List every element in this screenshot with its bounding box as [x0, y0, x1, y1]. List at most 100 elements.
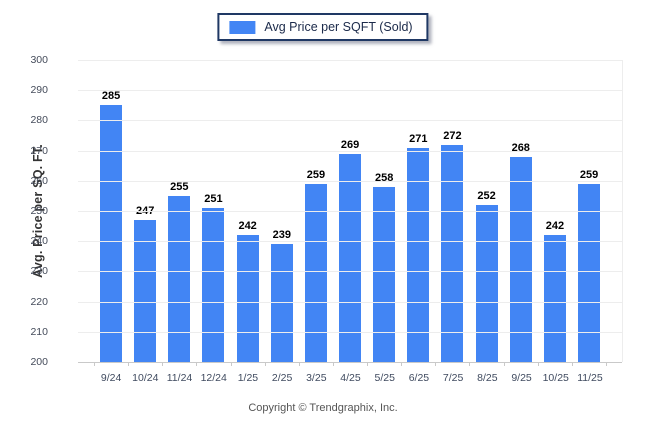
- bar-value-label: 255: [170, 180, 189, 193]
- gridline: [78, 331, 622, 333]
- y-tick-label: 260: [30, 174, 48, 187]
- x-axis-tick: [367, 362, 369, 366]
- bar-value-label: 269: [340, 138, 360, 151]
- x-axis-tick: [196, 362, 198, 366]
- x-axis-tick: [435, 362, 437, 366]
- bar-11/24: [168, 195, 191, 362]
- bar-value-label: 258: [375, 171, 394, 184]
- y-tick-label: 300: [30, 54, 48, 66]
- bar-slot: 271: [401, 60, 435, 362]
- bar-value-label: 242: [545, 220, 565, 233]
- x-tick-label: 9/25: [511, 372, 532, 384]
- y-tick-label: 200: [30, 356, 48, 368]
- bar-slot: 242: [538, 60, 572, 362]
- x-axis-tick: [401, 362, 403, 366]
- x-axis-tick: [503, 362, 505, 366]
- legend: Avg Price per SQFT (Sold): [217, 13, 429, 41]
- x-tick-label: 10/24: [132, 372, 159, 384]
- legend-swatch-icon: [229, 20, 256, 34]
- x-axis-ticks: [94, 362, 607, 367]
- bar-value-label: 259: [579, 168, 599, 181]
- gridline: [78, 211, 622, 212]
- y-tick-label: 210: [30, 325, 48, 338]
- x-tick-label: 10/25: [542, 372, 569, 384]
- x-axis-tick: [128, 362, 130, 366]
- bar-9/25: [509, 156, 532, 362]
- bar-10/24: [134, 220, 157, 362]
- bar-value-label: 272: [443, 129, 462, 142]
- bar-value-label: 251: [204, 192, 223, 205]
- bar-slot: 259: [299, 60, 333, 362]
- plot-area: 285 247 255 251 242 239 259 269 258 271 272 252 268 2…: [30, 54, 623, 368]
- gridline: [78, 60, 622, 61]
- legend-label: Avg Price per SQFT (Sold): [264, 20, 413, 34]
- gridline: [78, 241, 622, 243]
- x-tick-label: 12/24: [200, 372, 227, 384]
- x-axis-line: [78, 362, 622, 363]
- x-tick-label: 4/25: [340, 372, 361, 384]
- x-tick-label: 1/25: [237, 372, 259, 384]
- x-tick-label: 9/24: [100, 372, 122, 384]
- bar-10/25: [543, 235, 566, 362]
- bar-slot: 269: [333, 60, 367, 362]
- x-tick-label: 8/25: [477, 372, 498, 384]
- bars-container: 285 247 255 251 242 239 259 269 258 271 272 252 268 2…: [78, 60, 622, 362]
- x-axis-labels: 9/24 10/24 11/24 12/24 1/25 2/25 3/25 4/25 5/25 6…: [78, 372, 623, 384]
- gridline: [78, 301, 622, 303]
- gridline: [78, 180, 622, 182]
- bar-12/24: [202, 207, 225, 362]
- x-axis-tick: [264, 362, 266, 366]
- footer-copyright: Copyright © Trendgraphix, Inc.: [248, 402, 398, 414]
- x-axis-tick: [162, 362, 164, 366]
- bar-slot: 251: [196, 60, 230, 362]
- x-axis-tick: [298, 362, 300, 366]
- x-tick-label: 2/25: [271, 372, 293, 384]
- x-tick-label: 6/25: [408, 372, 430, 384]
- y-tick-label: 220: [30, 295, 48, 308]
- y-tick-label: 230: [30, 265, 48, 278]
- bar-7/25: [441, 144, 464, 362]
- bar-11/25: [578, 183, 601, 362]
- y-tick-label: 250: [30, 205, 48, 217]
- bar-slot: 252: [470, 60, 504, 362]
- bar-value-label: 285: [101, 90, 121, 103]
- bar-1/25: [236, 235, 259, 362]
- x-tick-label: 5/25: [374, 372, 395, 384]
- gridline: [78, 90, 622, 92]
- y-tick-label: 270: [30, 144, 48, 157]
- bar-2/25: [270, 244, 293, 362]
- gridline: [78, 271, 622, 273]
- bar-value-label: 239: [272, 229, 291, 242]
- gridline: [78, 150, 622, 152]
- x-axis-tick: [94, 362, 95, 366]
- bar-8/25: [475, 204, 498, 362]
- x-tick-label: 11/25: [577, 372, 603, 384]
- bar-value-label: 259: [306, 168, 326, 181]
- bar-value-label: 271: [409, 132, 428, 145]
- y-tick-label: 290: [30, 84, 48, 97]
- x-tick-label: 11/24: [166, 372, 193, 384]
- bar-slot: 272: [435, 60, 469, 362]
- x-axis-tick: [332, 362, 334, 366]
- bar-value-label: 252: [477, 189, 496, 202]
- x-tick-label: 7/25: [442, 372, 464, 384]
- gridline: [78, 120, 622, 122]
- bar-value-label: 242: [238, 220, 257, 233]
- bar-9/24: [100, 105, 123, 362]
- bar-value-label: 268: [511, 141, 530, 154]
- bar-5/25: [373, 186, 396, 362]
- y-tick-label: 240: [30, 235, 48, 248]
- bar-slot: 242: [231, 60, 265, 362]
- bar-slot: 259: [572, 60, 606, 362]
- x-axis-tick: [537, 362, 539, 366]
- bar-slot: 255: [162, 60, 196, 362]
- x-axis-tick: [230, 362, 232, 366]
- bar-4/25: [339, 153, 362, 362]
- x-tick-label: 3/25: [306, 372, 327, 384]
- y-tick-label: 280: [30, 114, 48, 127]
- x-axis-tick: [571, 362, 573, 366]
- bar-slot: 285: [94, 60, 128, 362]
- x-axis-tick: [606, 362, 607, 366]
- x-axis-tick: [469, 362, 471, 366]
